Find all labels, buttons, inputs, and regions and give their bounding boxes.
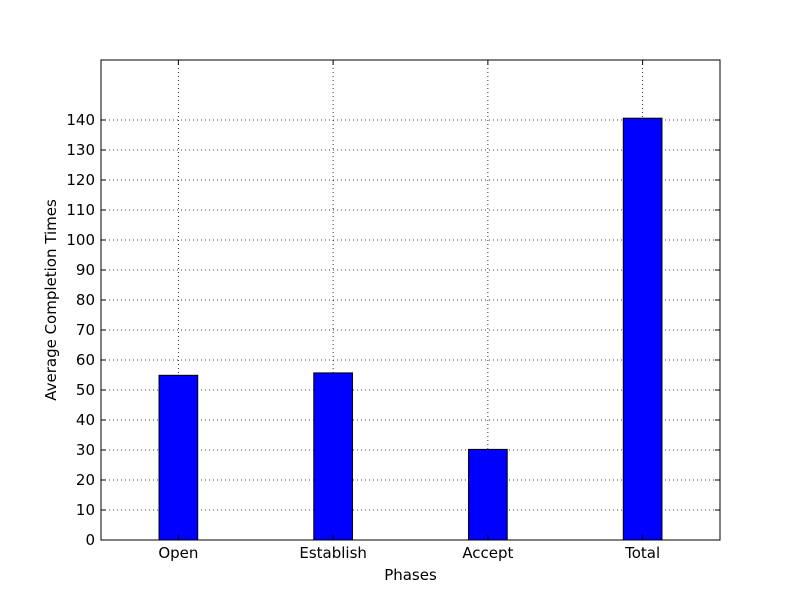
x-tick-label-establish: Establish [299,544,367,562]
y-tick-label: 120 [66,171,95,189]
y-tick-label: 140 [66,111,95,129]
x-tick-label-total: Total [624,544,660,562]
bar-establish [313,372,353,541]
y-tick-label: 90 [76,261,95,279]
x-tick-label-open: Open [158,544,198,562]
y-tick-label: 10 [76,501,95,519]
bars [158,117,663,541]
y-axis-title: Average Completion Times [42,199,60,401]
bar-total [622,117,663,541]
y-tick-label: 100 [66,231,95,249]
y-tick-label: 60 [76,351,95,369]
y-tick-labels: 0 10 20 30 40 50 60 70 80 90 100 110 120 130 140 [66,111,95,549]
bar-accept [468,448,508,541]
x-axis-title: Phases [384,566,437,584]
y-tick-label: 50 [76,381,95,399]
y-tick-label: 130 [66,141,95,159]
y-tick-label: 70 [76,321,95,339]
y-tick-label: 30 [76,441,95,459]
x-tick-label-accept: Accept [462,544,513,562]
bar-open [158,374,199,541]
y-tick-label: 0 [85,531,95,549]
y-tick-label: 110 [66,201,95,219]
y-tick-label: 80 [76,291,95,309]
tick-marks [101,60,720,541]
y-tick-label: 20 [76,471,95,489]
x-tick-labels: Open Establish Accept Total [158,544,660,562]
y-tick-label: 40 [76,411,95,429]
